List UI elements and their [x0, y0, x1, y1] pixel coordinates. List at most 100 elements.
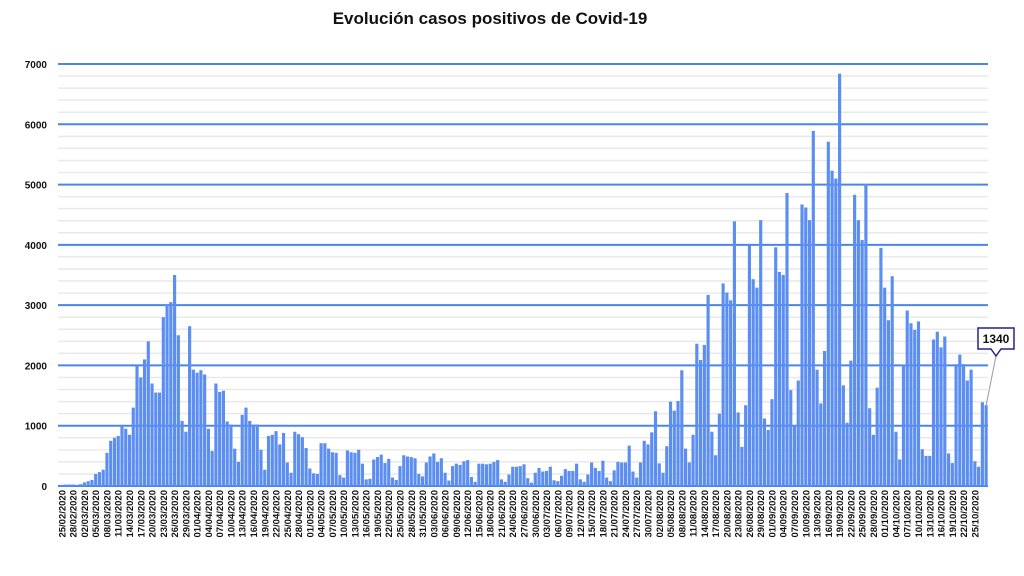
x-tick-label: 18/07/2020 — [598, 490, 609, 538]
x-tick-label: 28/09/2020 — [869, 490, 880, 538]
bar — [488, 463, 492, 486]
bar — [323, 443, 327, 486]
bar — [353, 452, 357, 486]
x-tick-label: 27/07/2020 — [632, 490, 643, 538]
x-tick-label: 06/06/2020 — [441, 490, 452, 538]
x-tick-label: 01/09/2020 — [767, 490, 778, 538]
bar — [105, 452, 109, 486]
bar — [747, 245, 752, 486]
bar — [402, 455, 406, 486]
x-tick-label: 25/04/2020 — [283, 490, 294, 538]
bar — [82, 482, 86, 486]
bar — [157, 392, 162, 486]
bar — [559, 475, 564, 486]
bar — [541, 471, 545, 486]
bar — [278, 444, 282, 486]
bar — [526, 478, 530, 486]
callout-leader-line — [985, 355, 997, 406]
bar — [875, 387, 879, 486]
x-tick-label: 18/06/2020 — [486, 490, 497, 538]
bar — [120, 425, 124, 486]
bar — [124, 428, 128, 486]
bar — [578, 479, 582, 486]
x-tick-label: 25/02/2020 — [57, 490, 68, 538]
y-tick-label: 7000 — [25, 60, 48, 71]
bar — [920, 449, 924, 486]
bar — [293, 431, 297, 486]
bar — [390, 477, 395, 486]
bar — [548, 466, 552, 486]
bar — [304, 448, 308, 486]
bar — [135, 365, 139, 486]
bar — [71, 484, 75, 486]
bar — [221, 390, 226, 486]
bar — [597, 470, 601, 486]
bar — [360, 463, 365, 486]
bar — [785, 193, 789, 487]
callout-label: 1340 — [983, 332, 1010, 346]
bar — [511, 466, 515, 486]
bar — [477, 463, 481, 486]
bar — [165, 305, 169, 486]
x-tick-label: 16/05/2020 — [362, 490, 373, 538]
bar — [916, 321, 921, 486]
x-tick-label: 25/10/2020 — [970, 490, 981, 538]
bar — [969, 369, 973, 486]
bar — [736, 412, 740, 486]
bar — [567, 470, 571, 486]
bar — [176, 335, 180, 486]
bar — [248, 420, 252, 486]
bar — [342, 477, 346, 486]
bar — [714, 455, 718, 486]
x-tick-label: 20/08/2020 — [722, 490, 733, 538]
bar — [946, 453, 951, 486]
bar — [259, 449, 263, 486]
bar — [405, 456, 410, 486]
x-tick-label: 04/09/2020 — [779, 490, 790, 538]
x-tick-label: 25/09/2020 — [858, 490, 869, 538]
bar — [139, 377, 143, 486]
bar — [962, 364, 966, 486]
bar — [357, 449, 361, 486]
bar — [699, 360, 703, 486]
bar — [417, 473, 421, 486]
bar — [717, 413, 721, 486]
bar — [191, 369, 195, 486]
chart-title: Evolución casos positivos de Covid-19 — [333, 9, 648, 28]
x-tick-label: 15/07/2020 — [587, 490, 598, 538]
bar — [638, 462, 643, 486]
bar — [469, 476, 473, 486]
x-tick-label: 22/09/2020 — [846, 490, 857, 538]
bar — [935, 331, 939, 486]
bar — [409, 457, 413, 486]
bar — [691, 434, 695, 486]
x-tick-label: 16/10/2020 — [937, 490, 948, 538]
x-tick-label: 23/08/2020 — [734, 490, 745, 538]
bar — [845, 422, 849, 486]
bar — [116, 435, 120, 486]
bar — [725, 292, 729, 486]
bar — [364, 479, 368, 486]
bar — [616, 461, 620, 486]
x-tick-label: 19/09/2020 — [835, 490, 846, 538]
x-tick-label: 13/09/2020 — [813, 490, 824, 538]
bar — [879, 247, 883, 486]
bar — [605, 477, 609, 486]
bar — [514, 466, 519, 486]
bar — [300, 437, 304, 486]
bar — [244, 407, 248, 486]
bar — [285, 462, 289, 486]
bar — [980, 402, 984, 486]
bar — [770, 399, 774, 486]
bar — [635, 477, 639, 486]
bar — [447, 480, 451, 486]
bar — [349, 452, 353, 486]
bar — [383, 463, 387, 486]
bar — [289, 472, 293, 486]
x-tick-label: 04/05/2020 — [317, 490, 328, 538]
x-tick-label: 11/03/2020 — [114, 490, 125, 537]
x-tick-label: 22/04/2020 — [272, 490, 283, 538]
bar — [781, 275, 785, 486]
bar — [327, 448, 331, 486]
x-tick-label: 28/04/2020 — [294, 490, 305, 538]
